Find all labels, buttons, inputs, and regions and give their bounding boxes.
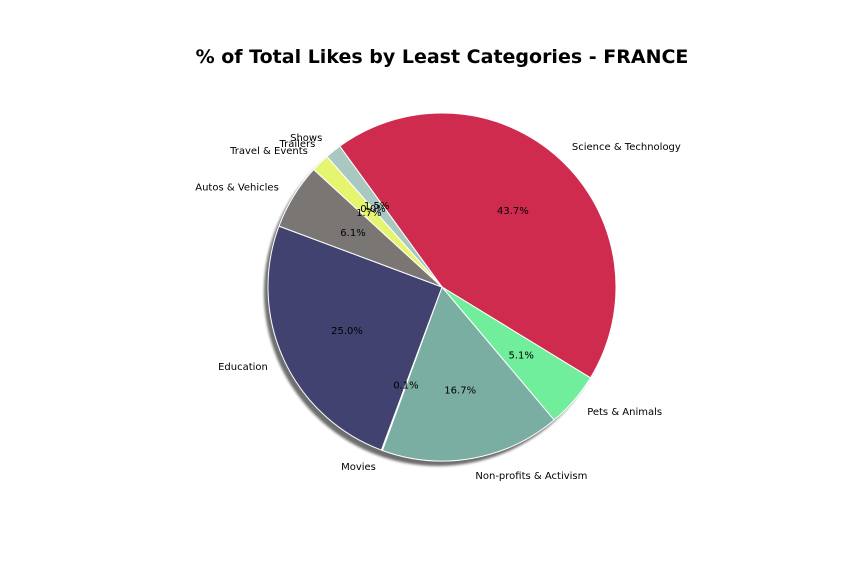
pct-label-autos-vehicles: 6.1% [340,228,365,239]
pie-slice-education [267,225,443,451]
pct-label-movies: 0.1% [393,381,418,392]
percent-labels: 43.7% 5.1% 16.7% 0.1% 25.0% 6.1% 1.7%0.0%1.5% [331,201,534,396]
slice-labels: Science & Technology Pets & Animals Non-pr… [195,133,681,482]
pct-label-shows: 1.5% [364,201,389,212]
pct-label-travel-events: 1.7% [356,208,381,219]
slice-label-movies: Movies [341,462,376,473]
slice-label-shows: Shows [290,133,322,144]
pct-label-pets-animals: 5.1% [508,351,533,362]
slice-label-non-profits-activism: Non-profits & Activism [475,471,587,482]
slice-label-autos-vehicles: Autos & Vehicles [195,183,279,194]
pie-slice-science-technology [339,112,617,379]
slice-label-trailers: Trailers [278,139,315,150]
pct-label-education: 25.0% [331,326,363,337]
pct-label-science-technology: 43.7% [497,206,529,217]
slice-label-travel-events: Travel & Events [229,146,308,157]
pie-slices [267,112,617,462]
pie-slice-non-profits-activism [381,286,555,462]
slice-label-education: Education [218,362,268,373]
slice-label-pets-animals: Pets & Animals [587,407,662,418]
pie-slice-shows [326,145,443,288]
chart-title: % of Total Likes by Least Categories - F… [196,46,689,68]
slice-label-science-technology: Science & Technology [572,142,681,153]
pct-label-trailers: 0.0% [360,204,385,215]
pct-label-non-profits-activism: 16.7% [444,385,476,396]
